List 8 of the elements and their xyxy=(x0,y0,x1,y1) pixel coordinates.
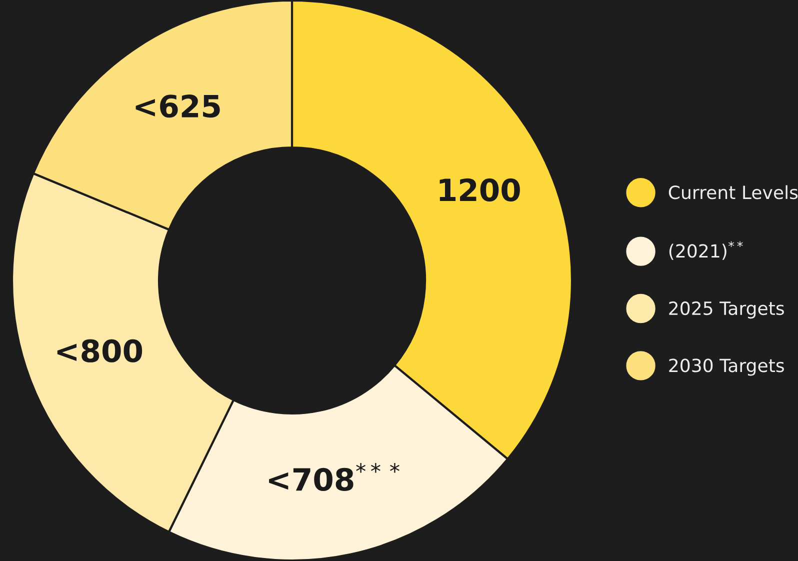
data-label: <625 xyxy=(136,94,220,118)
legend-label: (2021)$^{**}$ xyxy=(669,241,743,260)
legend-label: 2025 Targets xyxy=(669,301,784,319)
legend-label: Current Levels xyxy=(668,185,798,200)
legend-label: 2030 Targets xyxy=(669,358,784,376)
data-label: 1200 xyxy=(440,178,520,202)
data-label: <800 xyxy=(57,339,142,362)
data-label: <708$^{***}$ xyxy=(269,463,400,492)
